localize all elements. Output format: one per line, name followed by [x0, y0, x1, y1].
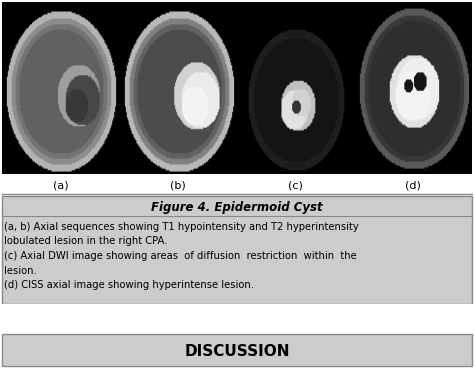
Text: (b): (b)	[170, 180, 186, 190]
Text: (c) Axial DWI image showing areas  of diffusion  restriction  within  the: (c) Axial DWI image showing areas of dif…	[4, 251, 357, 261]
Text: (a, b) Axial sequences showing T1 hypointensity and T2 hyperintensity: (a, b) Axial sequences showing T1 hypoin…	[4, 222, 359, 232]
Text: Figure 4. Epidermoid Cyst: Figure 4. Epidermoid Cyst	[151, 201, 323, 213]
Bar	[2, 196, 472, 304]
Bar	[2, 174, 472, 194]
Text: lobulated lesion in the right CPA.: lobulated lesion in the right CPA.	[4, 237, 167, 246]
Text: (a): (a)	[53, 180, 69, 190]
Bar	[2, 334, 472, 366]
Bar	[0, 304, 474, 334]
Bar	[2, 2, 472, 174]
Text: lesion.: lesion.	[4, 265, 37, 275]
Text: (d): (d)	[405, 180, 421, 190]
Text: (c): (c)	[288, 180, 303, 190]
Text: DISCUSSION: DISCUSSION	[184, 343, 290, 359]
Text: (d) CISS axial image showing hyperintense lesion.: (d) CISS axial image showing hyperintens…	[4, 280, 254, 290]
